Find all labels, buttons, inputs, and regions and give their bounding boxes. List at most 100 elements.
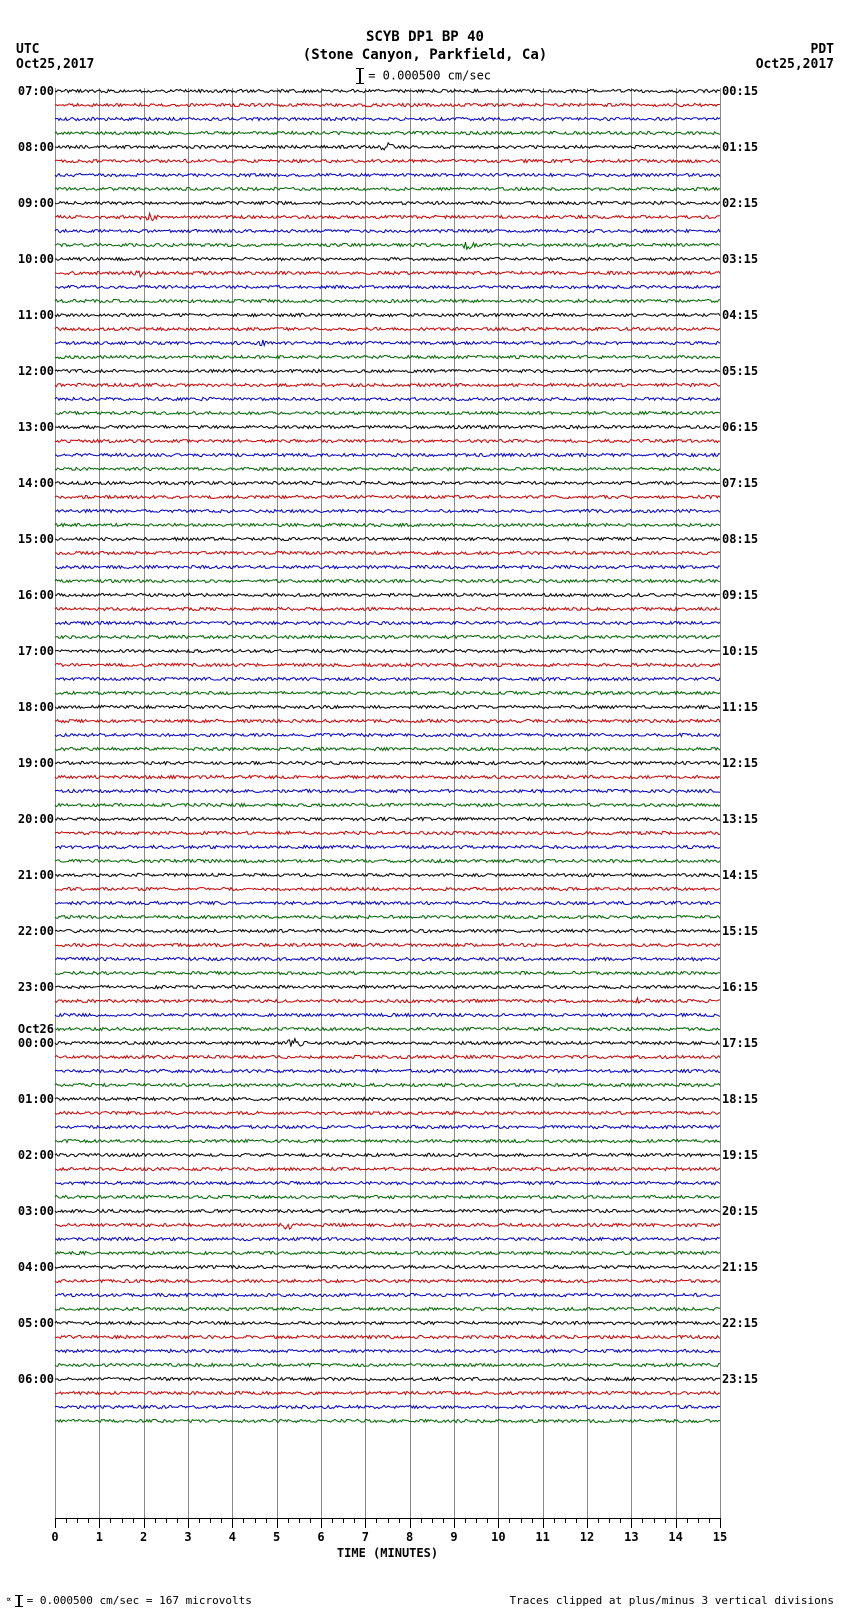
right-hour-label: 10:15: [722, 644, 758, 658]
trace-line: [55, 889, 720, 903]
right-hour-label: 06:15: [722, 420, 758, 434]
x-tick-label: 0: [51, 1530, 58, 1544]
trace-line: [55, 1421, 720, 1435]
trace-line: [55, 637, 720, 651]
trace-line: [55, 959, 720, 973]
left-hour-label: 07:00: [18, 84, 54, 98]
trace-line: [55, 1211, 720, 1225]
trace-line: [55, 1001, 720, 1015]
trace-line: [55, 693, 720, 707]
x-tick-label: 6: [317, 1530, 324, 1544]
left-hour-label: 19:00: [18, 756, 54, 770]
tz-right-block: PDT Oct25,2017: [756, 42, 834, 72]
trace-line: [55, 371, 720, 385]
trace-line: [55, 609, 720, 623]
trace-line: [55, 385, 720, 399]
left-hour-label: 08:00: [18, 140, 54, 154]
right-hour-label: 13:15: [722, 812, 758, 826]
seismogram-container: UTC Oct25,2017 PDT Oct25,2017 SCYB DP1 B…: [0, 0, 850, 1613]
trace-line: [55, 1337, 720, 1351]
trace-line: [55, 483, 720, 497]
trace-line: [55, 623, 720, 637]
trace-line: [55, 469, 720, 483]
trace-line: [55, 595, 720, 609]
trace-line: [55, 875, 720, 889]
trace-line: [55, 1169, 720, 1183]
right-hour-label: 07:15: [722, 476, 758, 490]
left-hour-label: 09:00: [18, 196, 54, 210]
tz-left-block: UTC Oct25,2017: [16, 42, 94, 72]
left-hour-label: 13:00: [18, 420, 54, 434]
trace-line: [55, 791, 720, 805]
trace-line: [55, 581, 720, 595]
x-tick-label: 8: [406, 1530, 413, 1544]
right-hour-label: 21:15: [722, 1260, 758, 1274]
x-tick-label: 11: [535, 1530, 549, 1544]
trace-line: [55, 343, 720, 357]
tz-right-date: Oct25,2017: [756, 57, 834, 72]
trace-line: [55, 245, 720, 259]
trace-line: [55, 721, 720, 735]
right-hour-label: 01:15: [722, 140, 758, 154]
footer-scale-bar-icon: [18, 1595, 20, 1607]
right-hour-label: 02:15: [722, 196, 758, 210]
x-axis: TIME (MINUTES) 0123456789101112131415: [55, 1518, 720, 1568]
trace-line: [55, 511, 720, 525]
trace-line: [55, 427, 720, 441]
trace-line: [55, 945, 720, 959]
right-hour-label: 11:15: [722, 700, 758, 714]
right-hour-label: 22:15: [722, 1316, 758, 1330]
trace-line: [55, 567, 720, 581]
left-hour-label: 16:00: [18, 588, 54, 602]
trace-line: [55, 1029, 720, 1043]
trace-line: [55, 217, 720, 231]
left-hour-label: 02:00: [18, 1148, 54, 1162]
right-hour-label: 05:15: [722, 364, 758, 378]
trace-line: [55, 455, 720, 469]
tz-left-date: Oct25,2017: [16, 57, 94, 72]
trace-line: [55, 1365, 720, 1379]
left-hour-label: 10:00: [18, 252, 54, 266]
left-hour-label: 04:00: [18, 1260, 54, 1274]
x-tick-label: 5: [273, 1530, 280, 1544]
plot-area: [55, 88, 720, 1518]
trace-line: [55, 1267, 720, 1281]
trace-line: [55, 1127, 720, 1141]
scale-bar-icon: [359, 68, 361, 84]
trace-line: [55, 665, 720, 679]
left-hour-label: 23:00: [18, 980, 54, 994]
tz-right-label: PDT: [756, 42, 834, 57]
trace-line: [55, 231, 720, 245]
left-hour-label: 11:00: [18, 308, 54, 322]
scale-text: = 0.000500 cm/sec: [368, 69, 491, 83]
trace-line: [55, 1099, 720, 1113]
left-day2-label: Oct26: [18, 1022, 54, 1036]
right-hour-label: 16:15: [722, 980, 758, 994]
trace-line: [55, 777, 720, 791]
trace-line: [55, 1323, 720, 1337]
trace-line: [55, 749, 720, 763]
trace-line: [55, 1197, 720, 1211]
right-hour-label: 18:15: [722, 1092, 758, 1106]
trace-line: [55, 1281, 720, 1295]
trace-line: [55, 931, 720, 945]
trace-line: [55, 1393, 720, 1407]
trace-line: [55, 1295, 720, 1309]
trace-line: [55, 189, 720, 203]
x-tick-label: 2: [140, 1530, 147, 1544]
right-hour-label: 23:15: [722, 1372, 758, 1386]
trace-line: [55, 441, 720, 455]
trace-line: [55, 1351, 720, 1365]
trace-line: [55, 497, 720, 511]
footer-right: Traces clipped at plus/minus 3 vertical …: [509, 1594, 834, 1607]
right-hour-label: 15:15: [722, 924, 758, 938]
trace-line: [55, 147, 720, 161]
x-tick-label: 14: [668, 1530, 682, 1544]
left-hour-label: 06:00: [18, 1372, 54, 1386]
trace-line: [55, 707, 720, 721]
trace-line: [55, 763, 720, 777]
trace-line: [55, 1113, 720, 1127]
chart-header: SCYB DP1 BP 40 (Stone Canyon, Parkfield,…: [0, 0, 850, 64]
right-hour-label: 09:15: [722, 588, 758, 602]
trace-line: [55, 287, 720, 301]
